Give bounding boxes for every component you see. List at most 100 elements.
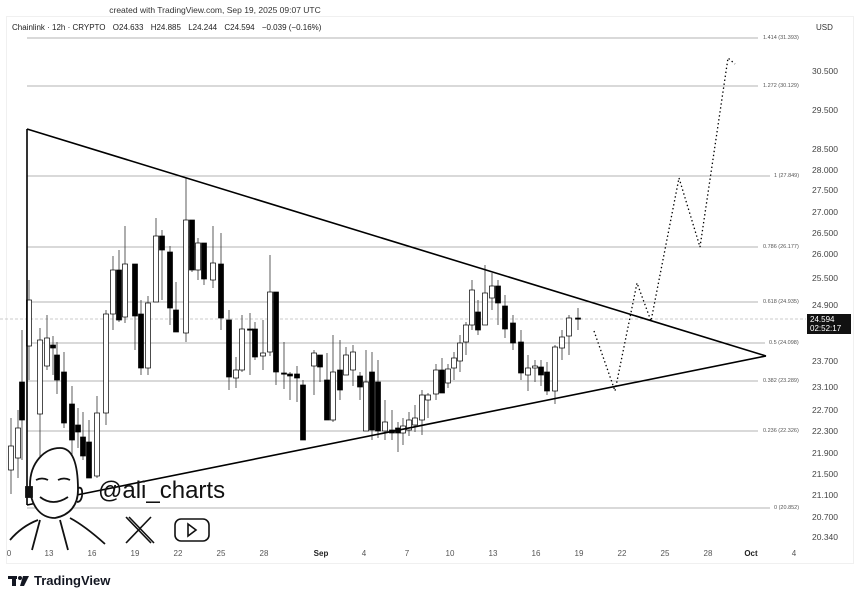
candle	[247, 328, 253, 331]
candle	[451, 357, 457, 369]
candle	[167, 251, 173, 309]
fib-label-0382: 0.382 (23.289)	[763, 378, 799, 384]
time-tick: 16	[87, 549, 97, 558]
fib-label-1272: 1.272 (30.129)	[763, 83, 799, 89]
candle	[239, 328, 245, 371]
candle	[287, 373, 293, 377]
candle	[375, 381, 381, 432]
price-tick: 22.700	[812, 405, 838, 415]
currency-label[interactable]: USD	[816, 23, 833, 32]
time-tick: 22	[173, 549, 183, 558]
price-tick: 30.500	[812, 66, 838, 76]
candle	[445, 368, 451, 384]
candle	[173, 309, 179, 333]
time-tick: 28	[703, 549, 713, 558]
candle	[566, 317, 572, 337]
candle	[518, 341, 524, 374]
price-tick: 26.500	[812, 228, 838, 238]
price-tick: 21.500	[812, 469, 838, 479]
tradingview-logo[interactable]: TradingView	[8, 573, 110, 588]
fib-label-0: 0 (20.852)	[774, 505, 800, 511]
youtube-logo-icon	[174, 518, 210, 542]
candle	[532, 365, 538, 369]
price-tick: 25.500	[812, 273, 838, 283]
candle	[260, 352, 266, 357]
price-tick: 23.100	[812, 382, 838, 392]
candle	[457, 342, 463, 362]
time-tick: 28	[259, 549, 269, 558]
time-tick: 4	[361, 549, 367, 558]
last-price-badge: 24.594 02:52:17	[807, 314, 851, 334]
candle	[61, 371, 67, 424]
candle	[433, 369, 439, 395]
chart-frame	[6, 16, 854, 564]
candle	[363, 381, 369, 432]
tradingview-logo-icon	[8, 575, 29, 586]
candle	[189, 219, 195, 271]
price-tick: 20.700	[812, 512, 838, 522]
fib-label-0236: 0.236 (22.326)	[763, 428, 799, 434]
tradingview-logo-text: TradingView	[34, 573, 111, 588]
candle	[357, 375, 363, 388]
time-tick-month: Sep	[313, 549, 329, 558]
time-tick: 19	[574, 549, 584, 558]
candle	[343, 354, 349, 376]
candle	[463, 324, 469, 343]
candle	[153, 235, 159, 303]
candle	[469, 289, 475, 326]
symbol-name[interactable]: Chainlink · 12h · CRYPTO	[12, 23, 106, 32]
candle	[19, 381, 25, 421]
candle	[495, 285, 501, 304]
candle	[525, 367, 531, 376]
candle	[552, 346, 558, 392]
candle	[419, 394, 425, 421]
ohlc-low: L24.244	[188, 23, 218, 32]
candle	[330, 371, 336, 421]
candle	[37, 339, 43, 415]
candle	[159, 235, 165, 251]
candle	[575, 317, 581, 320]
candle	[412, 417, 418, 426]
fib-label-0786: 0.786 (26.177)	[763, 244, 799, 250]
projection-path	[593, 56, 736, 394]
candle	[406, 419, 412, 431]
candle	[544, 371, 550, 392]
fib-label-1414: 1.414 (31.393)	[763, 35, 799, 41]
candle	[425, 394, 431, 401]
last-price-value: 24.594	[810, 315, 835, 324]
candle	[538, 366, 544, 376]
time-tick: 4	[791, 549, 797, 558]
candle	[439, 369, 445, 394]
candle	[369, 371, 375, 431]
fib-label-05: 0.5 (24.098)	[769, 340, 799, 346]
candle	[210, 262, 216, 281]
candle	[559, 336, 565, 349]
watermark-handle: @ali_charts	[98, 477, 226, 504]
candle	[116, 269, 122, 321]
candle	[80, 436, 86, 457]
time-tick: 10	[445, 549, 455, 558]
candle	[122, 263, 128, 318]
price-tick: 29.500	[812, 105, 838, 115]
ohlc-change: −0.039 (−0.16%)	[261, 23, 322, 32]
price-tick: 20.340	[812, 532, 838, 542]
price-tick: 28.000	[812, 165, 838, 175]
candle	[273, 291, 279, 373]
candle	[110, 269, 116, 315]
candle	[510, 322, 516, 344]
candle	[145, 302, 151, 369]
time-tick: 0	[6, 549, 12, 558]
price-tick: 27.000	[812, 207, 838, 217]
bar-countdown: 02:52:17	[810, 324, 842, 333]
price-tick: 26.000	[812, 249, 838, 259]
candle	[44, 337, 50, 367]
price-tick: 24.900	[812, 300, 838, 310]
candle	[94, 412, 100, 477]
candle	[337, 369, 343, 391]
candle	[15, 427, 21, 459]
ohlc-close: C24.594	[224, 23, 255, 32]
candle	[475, 311, 481, 331]
ohlc-open: O24.633	[112, 23, 144, 32]
candle	[226, 319, 232, 378]
